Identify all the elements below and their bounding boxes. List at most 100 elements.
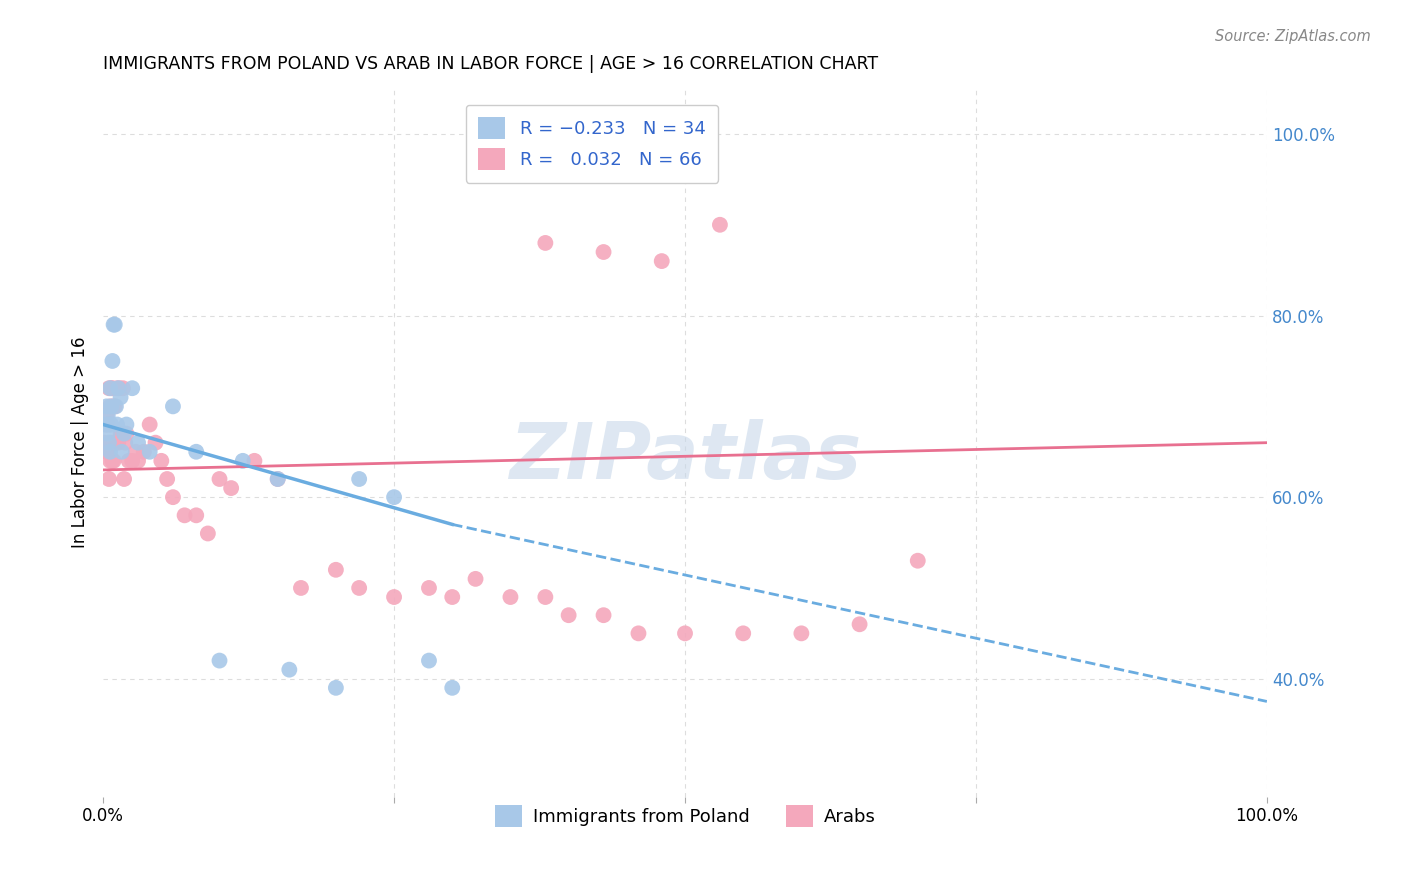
Point xyxy=(115,426,138,441)
Point xyxy=(96,409,118,423)
Point xyxy=(101,381,124,395)
Point xyxy=(110,390,132,404)
Point xyxy=(382,590,405,604)
Point xyxy=(441,681,464,695)
Point xyxy=(96,444,118,458)
Point xyxy=(534,127,557,141)
Point xyxy=(232,454,254,468)
Point xyxy=(100,400,122,414)
Point xyxy=(97,472,120,486)
Point xyxy=(127,435,149,450)
Point xyxy=(98,454,121,468)
Point xyxy=(101,354,124,368)
Point xyxy=(173,508,195,523)
Point xyxy=(98,381,121,395)
Point xyxy=(103,400,125,414)
Point xyxy=(132,444,155,458)
Point xyxy=(907,554,929,568)
Point xyxy=(105,417,128,432)
Point xyxy=(98,444,121,458)
Point xyxy=(499,590,522,604)
Point xyxy=(104,435,127,450)
Point xyxy=(651,254,673,268)
Point xyxy=(100,435,122,450)
Point xyxy=(101,454,124,468)
Point xyxy=(97,381,120,395)
Point xyxy=(325,563,347,577)
Point xyxy=(627,626,650,640)
Point xyxy=(111,426,134,441)
Point xyxy=(673,626,696,640)
Point xyxy=(441,590,464,604)
Point xyxy=(382,490,405,504)
Point xyxy=(121,454,143,468)
Point xyxy=(243,454,266,468)
Point xyxy=(127,454,149,468)
Point xyxy=(104,435,127,450)
Point xyxy=(97,409,120,423)
Point xyxy=(112,426,135,441)
Point xyxy=(418,654,440,668)
Point xyxy=(111,381,134,395)
Legend: Immigrants from Poland, Arabs: Immigrants from Poland, Arabs xyxy=(488,797,883,834)
Point xyxy=(208,654,231,668)
Point xyxy=(121,381,143,395)
Point xyxy=(93,435,115,450)
Point xyxy=(162,490,184,504)
Point xyxy=(100,381,122,395)
Point xyxy=(267,472,290,486)
Point xyxy=(112,472,135,486)
Point xyxy=(111,444,134,458)
Point xyxy=(97,417,120,432)
Point xyxy=(118,454,141,468)
Point xyxy=(197,526,219,541)
Point xyxy=(114,435,136,450)
Point xyxy=(103,318,125,332)
Point xyxy=(150,454,173,468)
Point xyxy=(219,481,242,495)
Text: IMMIGRANTS FROM POLAND VS ARAB IN LABOR FORCE | AGE > 16 CORRELATION CHART: IMMIGRANTS FROM POLAND VS ARAB IN LABOR … xyxy=(103,55,879,73)
Point xyxy=(156,472,179,486)
Point xyxy=(98,400,121,414)
Point xyxy=(267,472,290,486)
Point xyxy=(94,417,117,432)
Point xyxy=(534,590,557,604)
Point xyxy=(848,617,870,632)
Point xyxy=(97,426,120,441)
Point xyxy=(107,381,129,395)
Point xyxy=(104,400,127,414)
Point xyxy=(138,417,160,432)
Point xyxy=(709,218,731,232)
Text: Source: ZipAtlas.com: Source: ZipAtlas.com xyxy=(1215,29,1371,44)
Point xyxy=(557,608,579,623)
Point xyxy=(162,400,184,414)
Text: ZIPatlas: ZIPatlas xyxy=(509,419,860,495)
Point xyxy=(534,235,557,250)
Point xyxy=(347,472,370,486)
Point xyxy=(105,381,128,395)
Point xyxy=(103,454,125,468)
Point xyxy=(733,626,755,640)
Point xyxy=(110,426,132,441)
Point xyxy=(790,626,813,640)
Point xyxy=(145,435,167,450)
Point xyxy=(97,435,120,450)
Point xyxy=(464,572,486,586)
Point xyxy=(186,508,208,523)
Point xyxy=(138,444,160,458)
Point xyxy=(208,472,231,486)
Point xyxy=(418,581,440,595)
Point xyxy=(347,581,370,595)
Point xyxy=(104,318,127,332)
Point xyxy=(104,400,127,414)
Point xyxy=(100,417,122,432)
Point xyxy=(94,417,117,432)
Point xyxy=(107,435,129,450)
Y-axis label: In Labor Force | Age > 16: In Labor Force | Age > 16 xyxy=(72,337,89,549)
Point xyxy=(325,681,347,695)
Point xyxy=(97,444,120,458)
Point xyxy=(592,245,614,260)
Point xyxy=(125,444,148,458)
Point xyxy=(115,417,138,432)
Point xyxy=(186,444,208,458)
